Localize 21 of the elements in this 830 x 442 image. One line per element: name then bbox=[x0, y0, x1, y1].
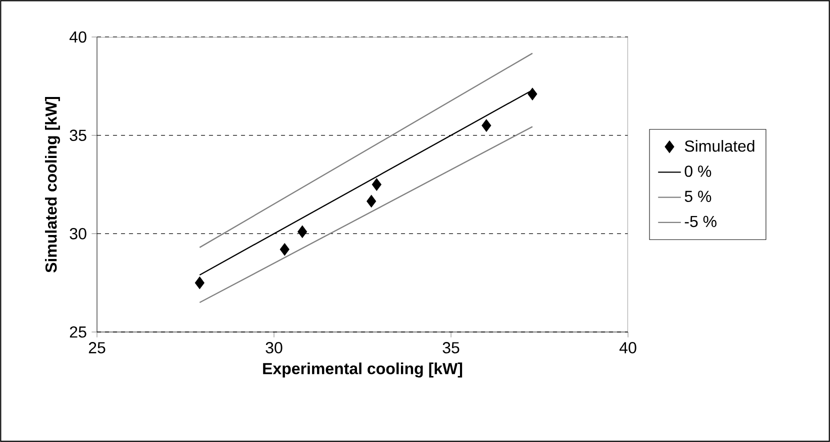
y-tick-label: 30 bbox=[70, 228, 86, 240]
x-tick-label: 25 bbox=[88, 342, 106, 354]
point bbox=[194, 276, 204, 290]
x-tick-label: 30 bbox=[266, 342, 282, 354]
legend-label: 5 % bbox=[684, 190, 712, 202]
point bbox=[482, 119, 492, 132]
point bbox=[528, 88, 538, 100]
y-axis-title: Simulated cooling [kW] bbox=[45, 96, 60, 272]
y-tick-label: 35 bbox=[70, 130, 86, 141]
x-axis-title: Experimental cooling [kW] bbox=[263, 362, 462, 378]
point bbox=[298, 225, 308, 238]
x-tick-label: 35 bbox=[442, 342, 460, 354]
x-tick-label: 40 bbox=[619, 342, 636, 354]
legend-label: Simulated bbox=[684, 140, 754, 152]
point bbox=[280, 243, 290, 256]
legend-label: -5 % bbox=[684, 216, 716, 228]
legend-label: 0 % bbox=[684, 166, 712, 177]
point bbox=[366, 194, 376, 208]
point bbox=[372, 178, 382, 191]
y-tick-label: 25 bbox=[70, 326, 86, 338]
y-tick-label: 40 bbox=[70, 31, 86, 43]
